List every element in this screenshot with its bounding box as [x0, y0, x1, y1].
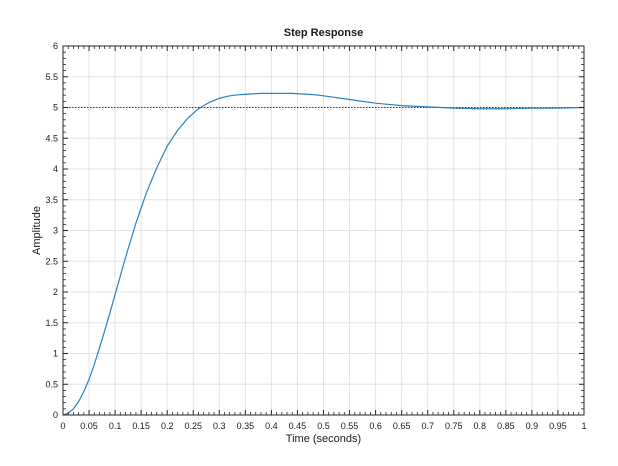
x-tick-label: 0.85 — [497, 421, 515, 431]
y-axis-label: Amplitude — [31, 206, 43, 255]
x-tick-label: 0.1 — [109, 421, 122, 431]
series-layer — [62, 92, 585, 416]
x-tick-label: 0.9 — [526, 421, 539, 431]
x-tick-label: 0.25 — [184, 421, 202, 431]
y-tick-label: 4 — [53, 164, 58, 174]
x-tick-label: 0.7 — [421, 421, 434, 431]
y-tick-label: 3 — [53, 226, 58, 236]
step-response-line — [62, 92, 585, 416]
y-tick-label: 1.5 — [45, 318, 58, 328]
x-tick-label: 0.75 — [445, 421, 463, 431]
x-tick-label: 0.95 — [549, 421, 567, 431]
x-tick-label: 0.15 — [132, 421, 150, 431]
x-tick-label: 0.55 — [341, 421, 359, 431]
y-tick-label: 0 — [53, 410, 58, 420]
y-tick-label: 3.5 — [45, 195, 58, 205]
x-tick-labels: 0 0.05 0.1 0.15 0.2 0.25 0.3 0.35 0.4 0.45 0.5 0.55… — [60, 421, 586, 431]
x-tick-label: 0.35 — [237, 421, 255, 431]
x-tick-label: 0.45 — [289, 421, 307, 431]
y-tick-label: 2.5 — [45, 256, 58, 266]
y-tick-label: 5.5 — [45, 72, 58, 82]
y-tick-label: 2 — [53, 287, 58, 297]
x-tick-label: 0 — [60, 421, 65, 431]
y-tick-label: 6 — [53, 41, 58, 51]
x-tick-label: 0.6 — [369, 421, 382, 431]
x-tick-label: 0.3 — [213, 421, 226, 431]
x-tick-label: 0.05 — [80, 421, 98, 431]
y-tick-label: 1 — [53, 349, 58, 359]
chart-title: Step Response — [284, 27, 363, 39]
x-tick-label: 0.4 — [265, 421, 278, 431]
x-tick-label: 0.8 — [474, 421, 487, 431]
x-tick-label: 1 — [581, 421, 586, 431]
axis-ticks — [62, 45, 585, 416]
y-tick-labels: 0 0.5 1 1.5 2 2.5 3 3.5 4 4.5 5 5.5 6 — [45, 41, 58, 420]
x-tick-label: 0.5 — [317, 421, 330, 431]
y-tick-label: 4.5 — [45, 133, 58, 143]
grid — [62, 45, 585, 416]
x-axis-label: Time (seconds) — [286, 433, 361, 445]
y-tick-label: 5 — [53, 103, 58, 113]
y-tick-label: 0.5 — [45, 379, 58, 389]
x-tick-label: 0.2 — [161, 421, 174, 431]
x-tick-label: 0.65 — [393, 421, 411, 431]
